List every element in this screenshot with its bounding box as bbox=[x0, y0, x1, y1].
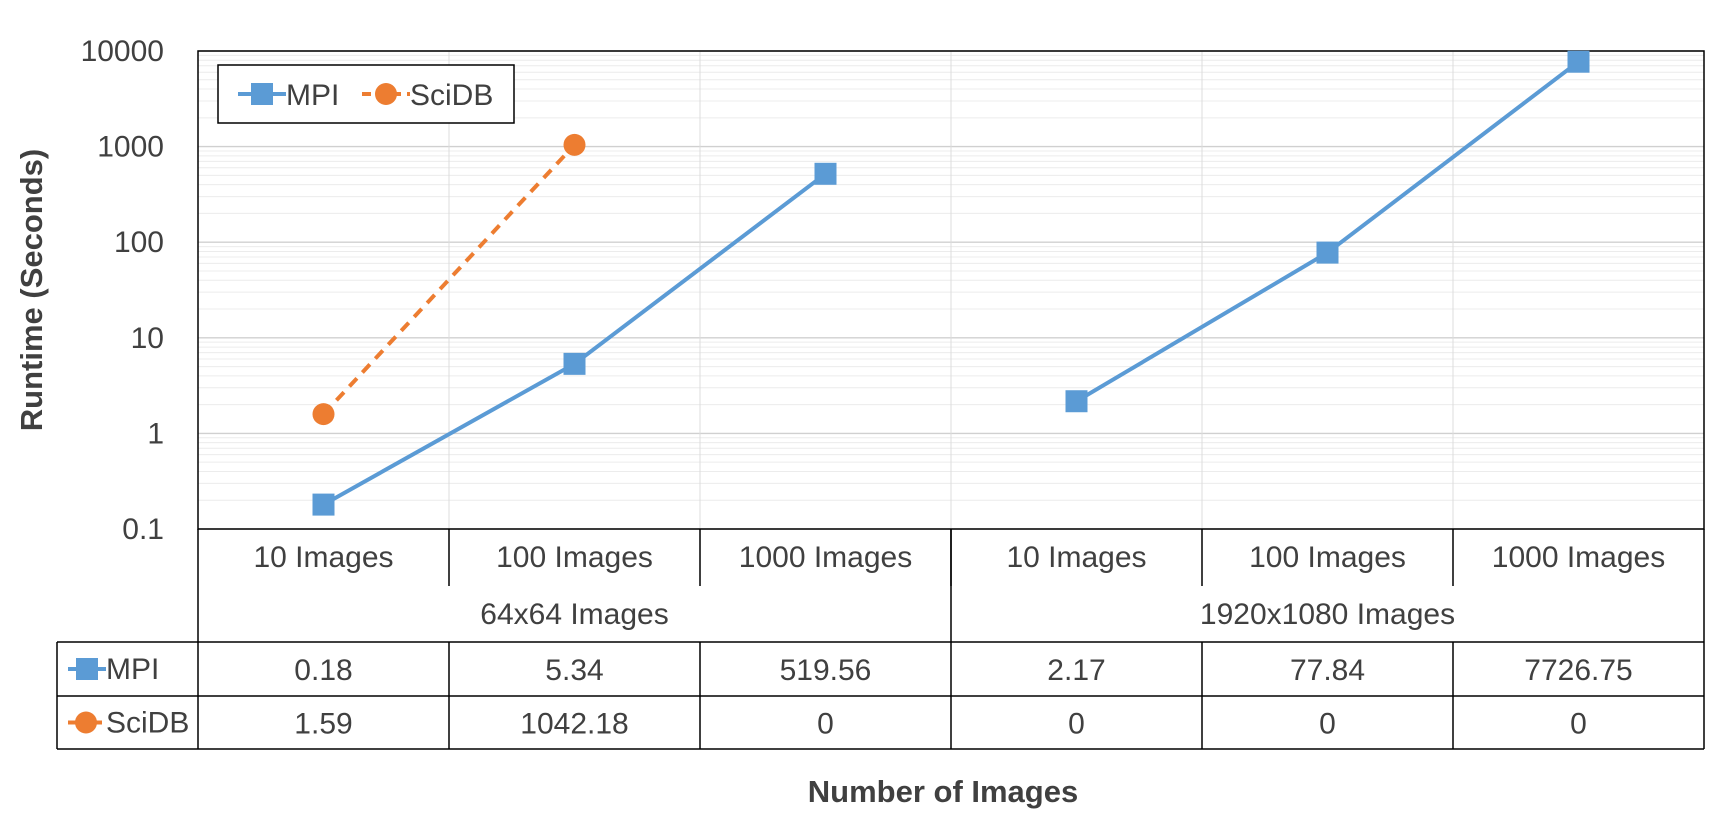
table-cell: 2.17 bbox=[1047, 654, 1105, 687]
x-group-label: 64x64 Images bbox=[480, 598, 668, 631]
legend-label-scidb: SciDB bbox=[410, 79, 493, 112]
gridlines bbox=[198, 50, 1704, 530]
x-group-label: 1920x1080 Images bbox=[1200, 598, 1455, 631]
table-legend-marker-mpi bbox=[76, 658, 98, 680]
series-marker-mpi bbox=[312, 493, 335, 516]
y-tick-label: 10000 bbox=[81, 35, 164, 68]
table-cell: 0 bbox=[1319, 708, 1336, 741]
table-cell: 7726.75 bbox=[1524, 654, 1632, 687]
legend: MPI SciDB bbox=[217, 64, 515, 124]
table-cell: 1.59 bbox=[294, 708, 352, 741]
series-marker-scidb bbox=[312, 403, 335, 426]
table-cell: 0 bbox=[817, 708, 834, 741]
series-marker-scidb bbox=[563, 133, 586, 156]
legend-marker-scidb bbox=[375, 83, 397, 105]
x-category-label: 10 Images bbox=[253, 541, 393, 574]
y-axis-ticks: 0.1 1 10 100 1000 10000 bbox=[81, 35, 164, 546]
x-axis-title: Number of Images bbox=[808, 774, 1078, 809]
table-cell: 0.18 bbox=[294, 654, 352, 687]
legend-label-mpi: MPI bbox=[286, 79, 339, 112]
series-lines bbox=[312, 50, 1590, 516]
legend-marker-mpi bbox=[251, 83, 273, 105]
x-category-label: 100 Images bbox=[1249, 541, 1406, 574]
series-marker-mpi bbox=[1065, 390, 1088, 413]
series-line-scidb bbox=[322, 143, 576, 416]
series-line-mpi bbox=[1075, 60, 1580, 403]
table-series-label-mpi: MPI bbox=[106, 653, 159, 686]
y-axis-title: Runtime (Seconds) bbox=[14, 149, 49, 431]
table-cell: 77.84 bbox=[1290, 654, 1365, 687]
table-cell: 1042.18 bbox=[520, 708, 628, 741]
y-tick-label: 100 bbox=[114, 226, 164, 259]
series-marker-mpi bbox=[1316, 241, 1339, 264]
table-cell: 5.34 bbox=[545, 654, 603, 687]
x-category-label: 1000 Images bbox=[1492, 541, 1665, 574]
table-series-label-scidb: SciDB bbox=[106, 707, 189, 740]
table-cell: 0 bbox=[1068, 708, 1085, 741]
table-legend-marker-scidb bbox=[75, 711, 97, 734]
data-table: 10 Images 100 Images 1000 Images 10 Images 1… bbox=[56, 529, 1705, 750]
table-cell: 519.56 bbox=[780, 654, 872, 687]
series-marker-mpi bbox=[563, 352, 586, 375]
series-marker-mpi bbox=[1567, 50, 1590, 73]
y-tick-label: 1000 bbox=[97, 131, 164, 164]
series-marker-mpi bbox=[814, 162, 837, 185]
y-tick-label: 1 bbox=[147, 417, 164, 450]
x-category-label: 10 Images bbox=[1006, 541, 1146, 574]
y-tick-label: 10 bbox=[131, 322, 164, 355]
x-category-label: 100 Images bbox=[496, 541, 653, 574]
table-cell: 0 bbox=[1570, 708, 1587, 741]
x-category-label: 1000 Images bbox=[739, 541, 912, 574]
y-tick-label: 0.1 bbox=[122, 513, 164, 546]
